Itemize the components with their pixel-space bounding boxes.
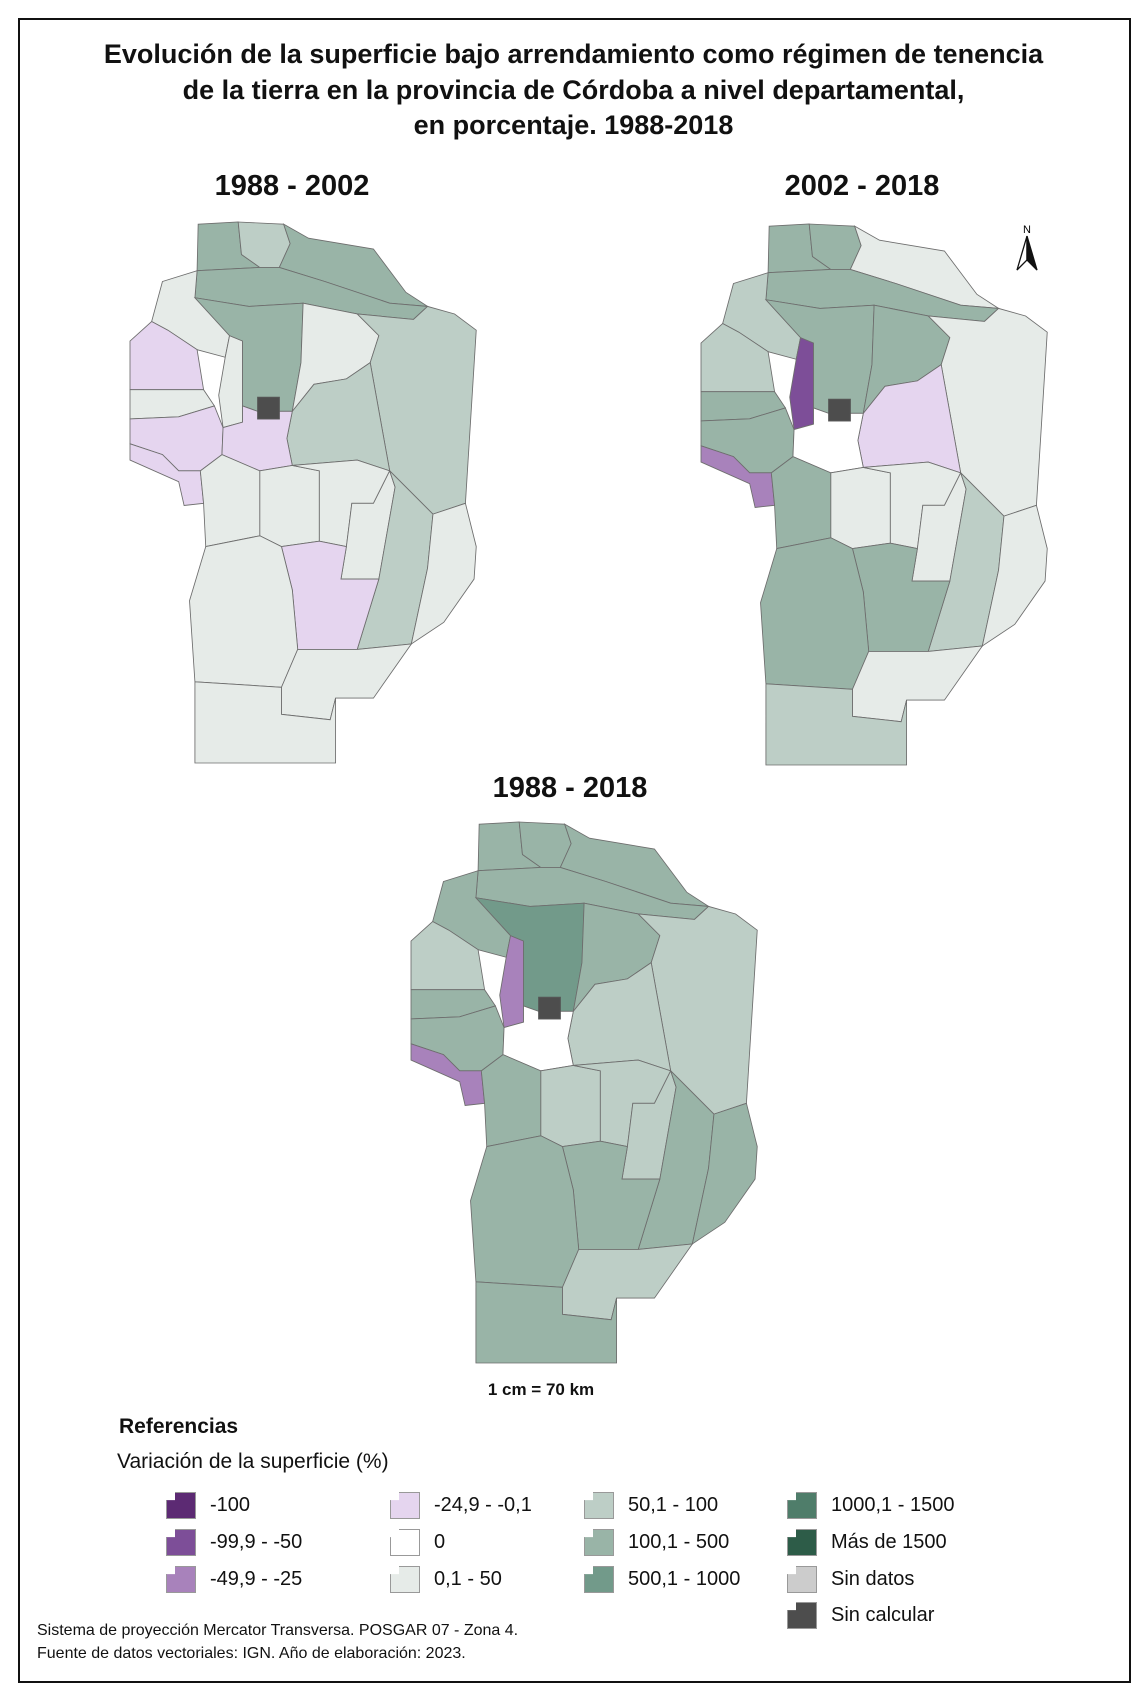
legend-swatch [166,1566,196,1593]
department-region [194,681,337,764]
department-region [474,897,585,1012]
legend-item: -100 [166,1492,250,1519]
department-region [480,1054,542,1148]
department-region [765,683,908,766]
legend-swatch [390,1492,420,1519]
legend-swatch [584,1492,614,1519]
map-1988-2002 [129,221,477,764]
department-region [760,537,870,690]
legend-item: 50,1 - 100 [584,1492,718,1519]
north-label: N [1023,224,1031,236]
department-region [470,1135,580,1288]
department-region [770,456,832,550]
legend-subtitle: Variación de la superficie (%) [117,1450,389,1473]
legend-item: 100,1 - 500 [584,1529,729,1556]
legend-swatch [166,1529,196,1556]
department-capital [828,398,851,422]
legend-swatch [787,1602,817,1629]
legend-swatch [166,1492,196,1519]
legend-label: 50,1 - 100 [628,1494,719,1516]
footer-projection: Sistema de proyección Mercator Transvers… [37,1622,519,1639]
legend-item: 1000,1 - 1500 [787,1492,954,1519]
north-arrow-icon: N [1016,224,1038,271]
figure-border [18,18,1131,1683]
legend-swatch [390,1529,420,1556]
legend-swatch [787,1529,817,1556]
legend-swatch [787,1566,817,1593]
footer-source: Fuente de datos vectoriales: IGN. Año de… [37,1645,466,1662]
department-region [764,299,875,414]
map-title-2002-2018: 2002 - 2018 [784,170,940,202]
legend-item: 0 [390,1529,445,1556]
legend-label: Sin datos [831,1568,915,1590]
department-region [540,1065,601,1148]
legend-swatch [584,1566,614,1593]
legend-swatch [787,1492,817,1519]
figure-title-line-3: en porcentaje. 1988-2018 [413,110,734,140]
department-region [852,645,984,723]
legend-label: -100 [210,1494,251,1516]
legend-label: 500,1 - 1000 [628,1568,741,1590]
legend-label: Más de 1500 [831,1531,947,1553]
legend-item: -49,9 - -25 [166,1566,302,1593]
department-region [562,1243,694,1321]
legend-label: -99,9 - -50 [210,1531,303,1553]
legend-swatch [390,1566,420,1593]
department-region [281,643,413,721]
legend-swatch [584,1529,614,1556]
legend-item: Sin datos [787,1566,914,1593]
legend-item: Sin calcular [787,1602,934,1629]
figure-title-line-2: de la tierra en la provincia de Córdoba … [182,75,965,105]
legend-label: Sin calcular [831,1604,935,1626]
legend-label: 1000,1 - 1500 [831,1494,955,1516]
figure-title-line-1: Evolución de la superficie bajo arrendam… [103,39,1044,69]
legend-label: 100,1 - 500 [628,1531,730,1553]
legend-item: -24,9 - -0,1 [390,1492,532,1519]
department-region [691,1102,758,1245]
legend-label: 0 [434,1531,446,1553]
map-1988-2018 [410,821,758,1364]
legend-label: -24,9 - -0,1 [434,1494,532,1516]
department-region [199,454,261,548]
department-region [830,467,891,550]
department-region [193,297,304,412]
legend-item: -99,9 - -50 [166,1529,302,1556]
department-region [189,535,299,688]
department-capital [257,396,280,420]
legend-heading: Referencias [119,1415,239,1438]
legend-item: 500,1 - 1000 [584,1566,740,1593]
map-title-1988-2002: 1988 - 2002 [214,170,370,202]
department-region [475,1281,618,1364]
map-title-1988-2018: 1988 - 2018 [492,772,648,804]
department-region [259,465,320,548]
department-region [981,504,1048,647]
legend-label: -49,9 - -25 [210,1568,303,1590]
scale-text: 1 cm = 70 km [487,1380,595,1399]
legend-label: 0,1 - 50 [434,1568,502,1590]
map-2002-2018 [700,223,1048,766]
department-capital [538,996,561,1020]
department-region [410,502,477,645]
legend-item: Más de 1500 [787,1529,947,1556]
legend-item: 0,1 - 50 [390,1566,502,1593]
